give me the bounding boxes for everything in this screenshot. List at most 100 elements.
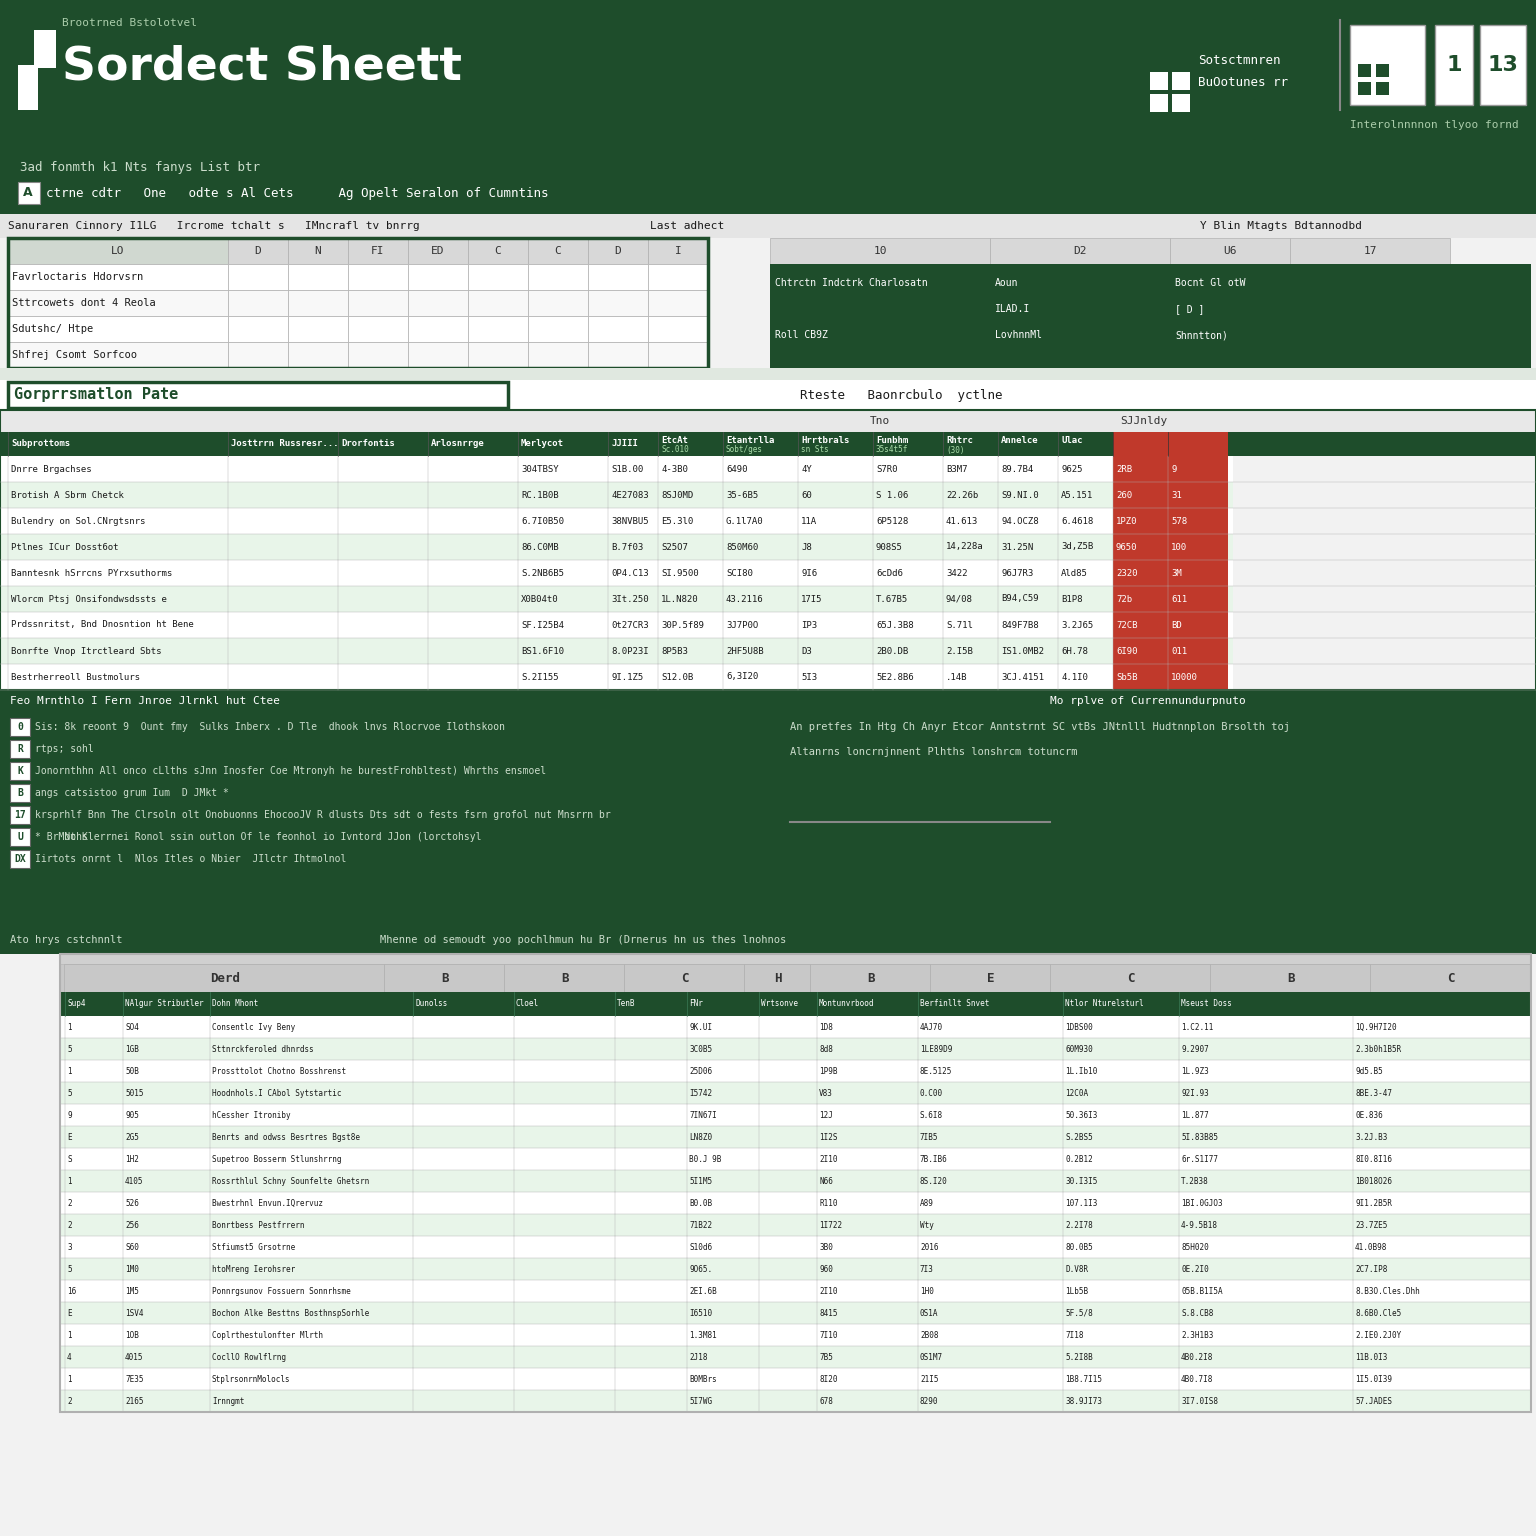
Bar bbox=[289, 264, 349, 290]
Text: 9.2907: 9.2907 bbox=[1181, 1044, 1209, 1054]
Bar bbox=[809, 965, 929, 992]
Bar bbox=[60, 1236, 1531, 1258]
Text: 2EI.6B: 2EI.6B bbox=[690, 1287, 717, 1295]
Bar bbox=[384, 965, 504, 992]
Text: 2.2I78: 2.2I78 bbox=[1064, 1221, 1092, 1229]
Text: Moo Klerrnei Ronol ssin outlon Of le feonhol io Ivntord JJon (lorctohsyl: Moo Klerrnei Ronol ssin outlon Of le feo… bbox=[35, 833, 481, 842]
Bar bbox=[8, 238, 708, 264]
Text: Ntlor Nturelsturl: Ntlor Nturelsturl bbox=[1064, 1000, 1144, 1009]
Bar bbox=[60, 1390, 1531, 1412]
Text: 35s4t5f: 35s4t5f bbox=[876, 445, 908, 455]
Text: 38NVBU5: 38NVBU5 bbox=[611, 516, 648, 525]
Text: LN8Z0: LN8Z0 bbox=[690, 1132, 713, 1141]
Text: 107.1I3: 107.1I3 bbox=[1064, 1198, 1097, 1207]
Bar bbox=[8, 290, 227, 316]
Text: X0B04t0: X0B04t0 bbox=[521, 594, 559, 604]
Text: 8290: 8290 bbox=[920, 1396, 938, 1405]
Bar bbox=[60, 1346, 1531, 1369]
Bar bbox=[0, 926, 1536, 954]
Text: 31.25N: 31.25N bbox=[1001, 542, 1034, 551]
Text: C: C bbox=[1127, 971, 1135, 985]
Text: 0S1A: 0S1A bbox=[920, 1309, 938, 1318]
Text: Montunvrbood: Montunvrbood bbox=[819, 1000, 874, 1009]
Text: Ato hrys cstchnnlt: Ato hrys cstchnnlt bbox=[11, 935, 123, 945]
Bar bbox=[1114, 482, 1167, 508]
Bar bbox=[1167, 508, 1227, 535]
Bar bbox=[349, 316, 409, 343]
Text: 7IN67I: 7IN67I bbox=[690, 1111, 717, 1120]
Text: Arlosnrrge: Arlosnrrge bbox=[432, 439, 485, 449]
Bar bbox=[11, 806, 31, 823]
Text: B: B bbox=[868, 971, 874, 985]
Text: 5I.83B85: 5I.83B85 bbox=[1181, 1132, 1218, 1141]
Bar bbox=[1114, 587, 1167, 611]
Bar bbox=[409, 264, 468, 290]
Text: EtcAt: EtcAt bbox=[660, 436, 688, 445]
Text: 1L.877: 1L.877 bbox=[1181, 1111, 1209, 1120]
Text: SF.I25B4: SF.I25B4 bbox=[521, 621, 564, 630]
Text: 6cDd6: 6cDd6 bbox=[876, 568, 903, 578]
Text: Rhtrc: Rhtrc bbox=[946, 436, 972, 445]
Text: 57.JADES: 57.JADES bbox=[1355, 1396, 1392, 1405]
Text: 0.2B12: 0.2B12 bbox=[1064, 1155, 1092, 1163]
Text: 3422: 3422 bbox=[946, 568, 968, 578]
Text: 30.I3I5: 30.I3I5 bbox=[1064, 1177, 1097, 1186]
Text: (30): (30) bbox=[946, 445, 965, 455]
Text: TenB: TenB bbox=[617, 1000, 636, 1009]
Text: V83: V83 bbox=[819, 1089, 833, 1098]
Text: 94/08: 94/08 bbox=[946, 594, 972, 604]
Text: SO4: SO4 bbox=[124, 1023, 138, 1032]
Bar bbox=[60, 992, 1531, 1015]
Text: SCI80: SCI80 bbox=[727, 568, 753, 578]
Bar bbox=[60, 1192, 1531, 1213]
Bar bbox=[60, 1279, 1531, 1303]
Text: 3.2J.B3: 3.2J.B3 bbox=[1355, 1132, 1387, 1141]
Text: Sanuraren Cinnory I1LG   Ircrome tchalt s   IMncrafl tv bnrrg: Sanuraren Cinnory I1LG Ircrome tchalt s … bbox=[8, 221, 419, 230]
Text: 2C7.IP8: 2C7.IP8 bbox=[1355, 1264, 1387, 1273]
Bar bbox=[60, 1147, 1531, 1170]
Bar bbox=[1172, 94, 1190, 112]
Text: 9I1.2B5R: 9I1.2B5R bbox=[1355, 1198, 1392, 1207]
Text: 72CB: 72CB bbox=[1117, 621, 1138, 630]
Text: C: C bbox=[1447, 971, 1455, 985]
Bar bbox=[743, 965, 809, 992]
Text: D.V8R: D.V8R bbox=[1064, 1264, 1087, 1273]
Text: 85H020: 85H020 bbox=[1181, 1243, 1209, 1252]
Text: 17I5: 17I5 bbox=[800, 594, 822, 604]
Text: Favrloctaris Hdorvsrn: Favrloctaris Hdorvsrn bbox=[12, 272, 143, 283]
Text: Brotish A Sbrm Chetck: Brotish A Sbrm Chetck bbox=[11, 490, 124, 499]
Text: Mo rplve of Currennundurpnuto: Mo rplve of Currennundurpnuto bbox=[1051, 696, 1246, 707]
Bar bbox=[60, 1303, 1531, 1324]
Bar bbox=[227, 290, 289, 316]
Text: 30P.5f89: 30P.5f89 bbox=[660, 621, 703, 630]
Text: E: E bbox=[68, 1132, 72, 1141]
Text: E: E bbox=[68, 1309, 72, 1318]
Text: 1I5.0I39: 1I5.0I39 bbox=[1355, 1375, 1392, 1384]
Text: 678: 678 bbox=[819, 1396, 833, 1405]
Text: 6r.S1I77: 6r.S1I77 bbox=[1181, 1155, 1218, 1163]
Bar bbox=[1376, 81, 1389, 95]
Bar bbox=[8, 316, 227, 343]
Bar bbox=[289, 316, 349, 343]
Bar bbox=[11, 717, 31, 736]
Bar bbox=[60, 1258, 1531, 1279]
Text: Y Blin Mtagts Bdtannodbd: Y Blin Mtagts Bdtannodbd bbox=[1200, 221, 1362, 230]
Bar bbox=[1114, 637, 1167, 664]
Text: 6.7I0B50: 6.7I0B50 bbox=[521, 516, 564, 525]
Text: 92I.93: 92I.93 bbox=[1181, 1089, 1209, 1098]
Text: Sb5B: Sb5B bbox=[1117, 673, 1138, 682]
Text: 7IB5: 7IB5 bbox=[920, 1132, 938, 1141]
Text: 7B5: 7B5 bbox=[819, 1353, 833, 1361]
Text: 9O65.: 9O65. bbox=[690, 1264, 713, 1273]
Text: 8BE.3-47: 8BE.3-47 bbox=[1355, 1089, 1392, 1098]
Text: Benrts and odwss Besrtres Bgst8e: Benrts and odwss Besrtres Bgst8e bbox=[212, 1132, 359, 1141]
Bar bbox=[38, 68, 55, 111]
Text: 21I5: 21I5 bbox=[920, 1375, 938, 1384]
Text: ILAD.I: ILAD.I bbox=[995, 304, 1031, 313]
Bar bbox=[65, 965, 384, 992]
Bar bbox=[60, 954, 1531, 1412]
Bar bbox=[11, 740, 31, 757]
Bar bbox=[8, 264, 227, 290]
Bar bbox=[8, 238, 708, 369]
Text: B1P8: B1P8 bbox=[1061, 594, 1083, 604]
